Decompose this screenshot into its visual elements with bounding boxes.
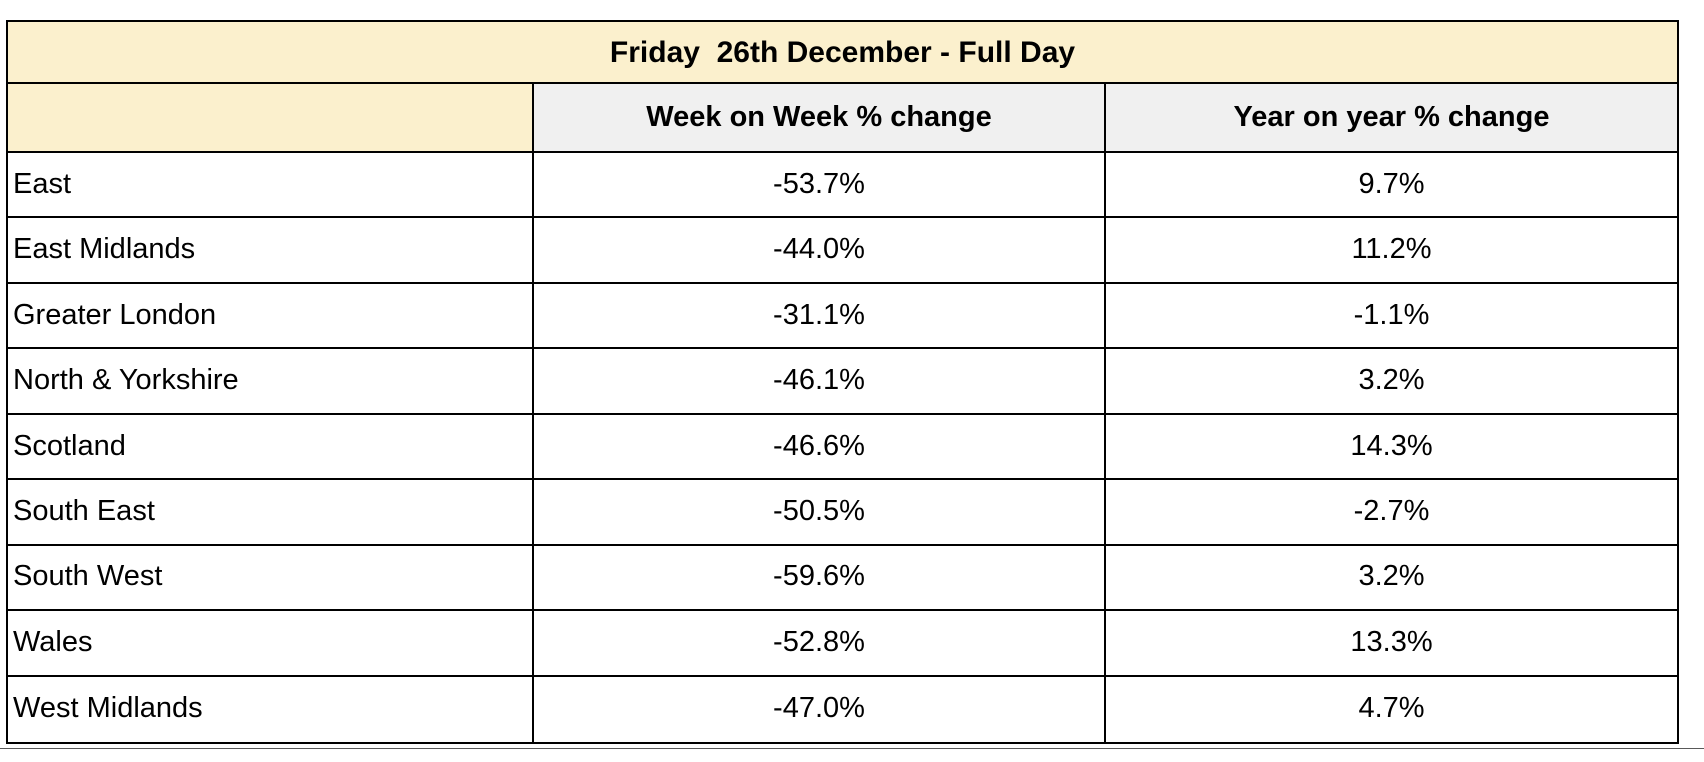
- yoy-value-cell: 13.3%: [1106, 611, 1677, 677]
- header-cell-week-on-week: Week on Week % change: [534, 84, 1106, 153]
- wow-value-cell: -31.1%: [534, 283, 1106, 350]
- wow-value-cell: -46.1%: [534, 349, 1106, 415]
- wow-value-cell: -59.6%: [534, 545, 1106, 612]
- yoy-value-cell: -1.1%: [1106, 284, 1677, 350]
- region-cell: Scotland: [8, 414, 534, 481]
- yoy-value-cell: 4.7%: [1358, 692, 1425, 725]
- region-cell: South West: [8, 545, 534, 612]
- wow-value-cell: -46.6%: [534, 414, 1106, 481]
- table-title: Friday 26th December - Full Day: [8, 22, 1677, 84]
- wow-value-cell: -47.0%: [534, 676, 1106, 742]
- region-cell: East Midlands: [8, 218, 534, 284]
- region-cell: North & Yorkshire: [8, 349, 534, 415]
- regions-change-table: Friday 26th December - Full Day Week on …: [6, 20, 1679, 744]
- yoy-value-cell: 9.7%: [1106, 153, 1677, 219]
- region-cell: Greater London: [8, 283, 534, 350]
- wow-value-cell: -53.7%: [534, 153, 1106, 219]
- yoy-value-cell: 14.3%: [1106, 415, 1677, 481]
- wow-value-cell: -52.8%: [534, 611, 1106, 677]
- region-cell: South East: [8, 480, 534, 546]
- page-separator-line: [0, 748, 1704, 749]
- yoy-value-cell: 3.2%: [1106, 546, 1677, 612]
- header-cell-year-on-year: Year on year % change: [1106, 84, 1677, 153]
- wow-value-cell: -50.5%: [534, 480, 1106, 546]
- yoy-value-cell: 3.2%: [1106, 349, 1677, 415]
- yoy-value-cell: -2.7%: [1106, 480, 1677, 546]
- header-cell-region: [8, 84, 534, 153]
- wow-value-cell: -44.0%: [534, 218, 1106, 284]
- region-cell: East: [8, 153, 534, 219]
- region-cell: West Midlands: [8, 676, 534, 742]
- yoy-value-cell: 11.2%: [1106, 218, 1677, 284]
- region-cell: Wales: [8, 611, 534, 677]
